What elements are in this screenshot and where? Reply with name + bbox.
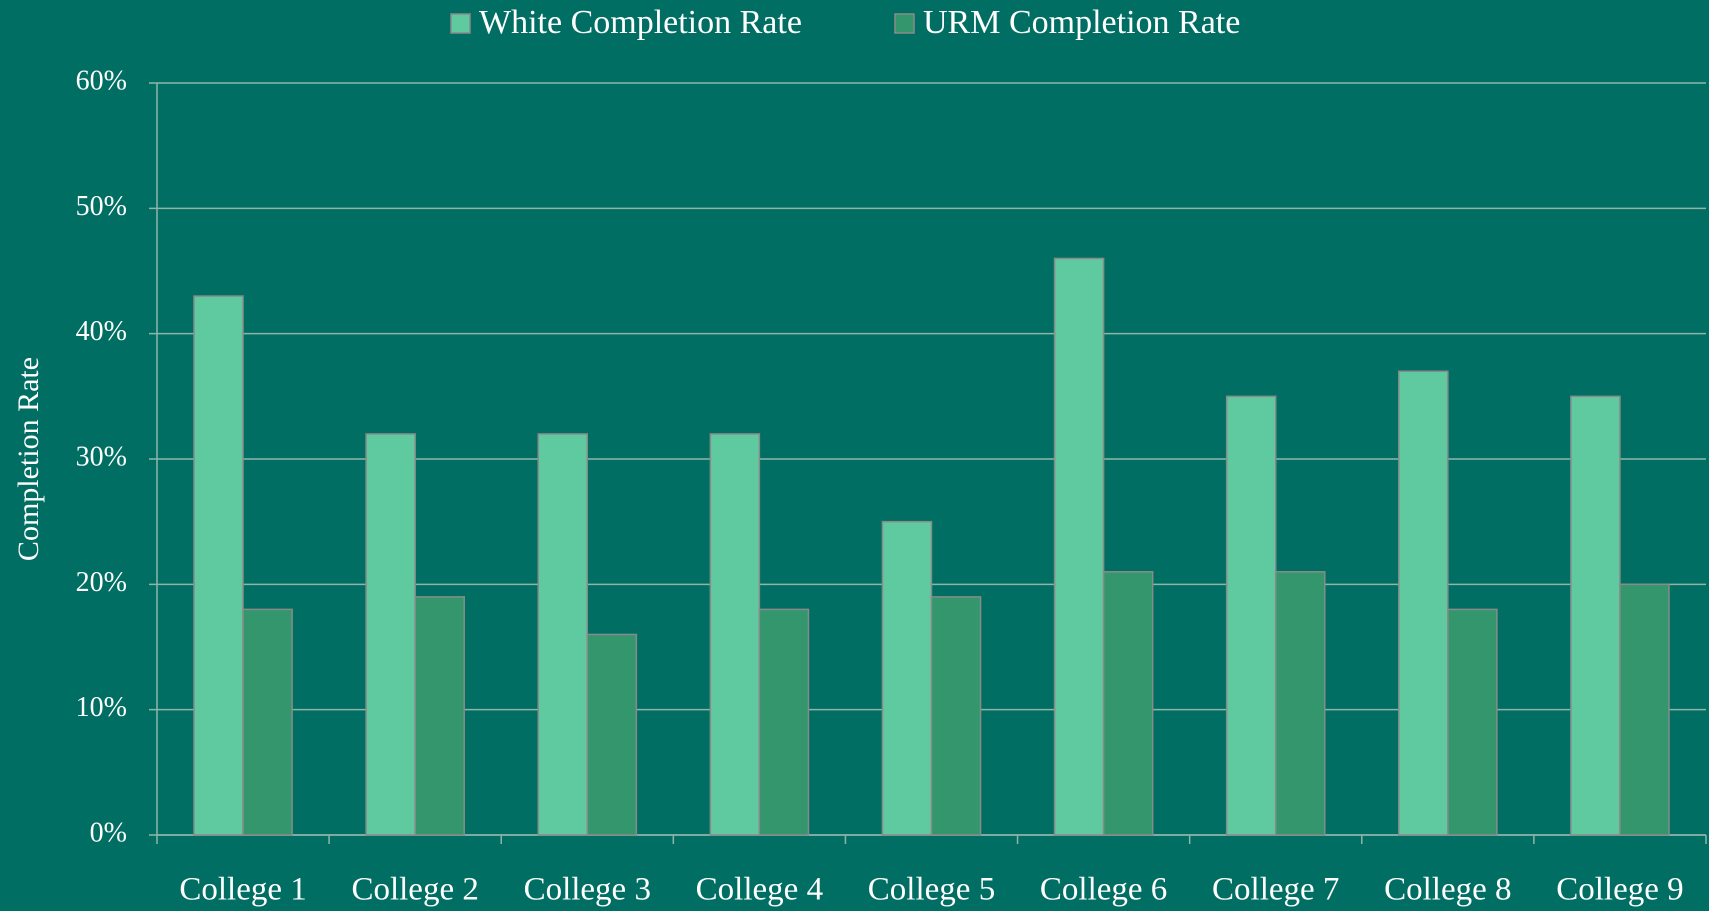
bar xyxy=(1398,370,1449,836)
y-tick-label: 20% xyxy=(76,567,127,598)
bar xyxy=(586,633,638,836)
bar xyxy=(1274,571,1326,836)
bar xyxy=(1225,395,1277,836)
x-tick-label: College 1 xyxy=(179,872,306,908)
bar xyxy=(1102,571,1154,836)
legend-label: URM Completion Rate xyxy=(923,4,1240,41)
x-tick-label: College 6 xyxy=(1040,872,1167,908)
y-tick-label: 30% xyxy=(76,441,127,472)
x-tick-label: College 5 xyxy=(868,872,995,908)
bar xyxy=(414,596,465,836)
legend-swatch xyxy=(894,13,915,34)
bar xyxy=(537,433,589,836)
bar xyxy=(1619,583,1670,836)
x-tick-label: College 3 xyxy=(524,872,651,908)
y-tick-label: 40% xyxy=(76,316,127,347)
bar xyxy=(881,520,933,836)
x-tick-label: College 9 xyxy=(1556,872,1683,908)
legend-label: White Completion Rate xyxy=(479,4,802,41)
y-tick-label: 50% xyxy=(76,191,127,222)
bar xyxy=(365,433,416,836)
bar xyxy=(1053,257,1105,836)
bar xyxy=(1447,608,1498,836)
bar xyxy=(1570,395,1621,836)
x-tick-label: College 4 xyxy=(696,872,823,908)
x-tick-label: College 7 xyxy=(1212,872,1339,908)
bar xyxy=(709,433,761,836)
bar xyxy=(758,608,810,836)
bar xyxy=(930,596,982,836)
x-tick-label: College 2 xyxy=(351,872,478,908)
legend-swatch xyxy=(450,13,471,34)
x-tick-label: College 8 xyxy=(1384,872,1511,908)
bar xyxy=(242,608,293,836)
y-tick-label: 0% xyxy=(90,817,127,848)
y-tick-label: 10% xyxy=(76,692,127,723)
bar xyxy=(193,295,244,836)
y-axis-label: Completion Rate xyxy=(12,357,45,561)
y-tick-label: 60% xyxy=(76,65,127,96)
